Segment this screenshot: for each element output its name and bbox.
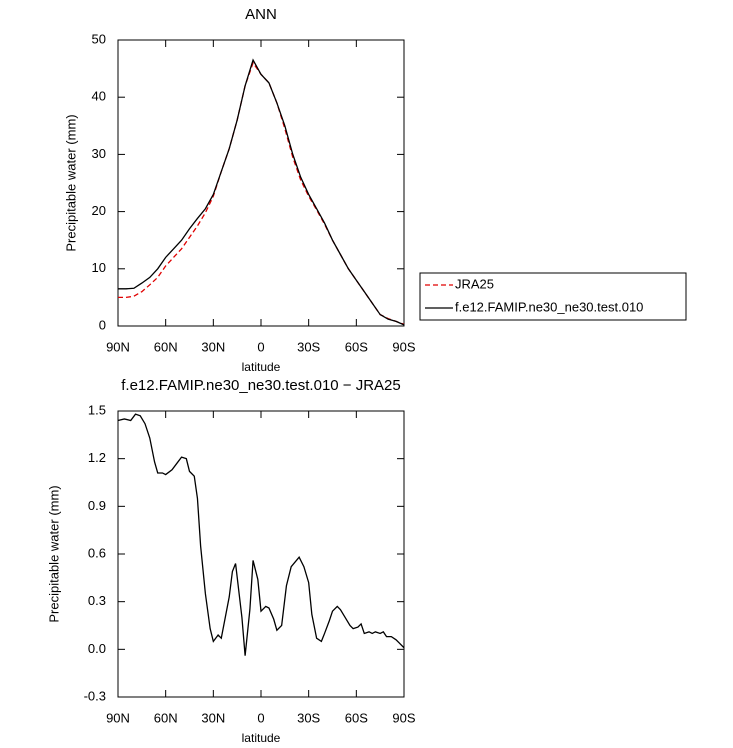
data-line — [118, 61, 405, 325]
y-axis-label: Precipitable water (mm) — [63, 114, 78, 251]
chart-title: f.e12.FAMIP.ne30_ne30.test.010 − JRA25 — [121, 377, 401, 394]
x-tick-label: 30S — [297, 710, 320, 725]
y-tick-label: 1.2 — [88, 450, 106, 465]
y-tick-label: 0.0 — [88, 641, 106, 656]
data-line — [118, 58, 405, 326]
x-tick-label: 60N — [154, 710, 178, 725]
y-tick-label: 30 — [92, 146, 106, 161]
legend-label: f.e12.FAMIP.ne30_ne30.test.010 — [455, 299, 643, 314]
chart-title: ANN — [245, 6, 277, 23]
y-tick-label: 0.9 — [88, 498, 106, 513]
y-tick-label: 0.3 — [88, 593, 106, 608]
data-line — [117, 413, 405, 656]
x-tick-label: 60N — [154, 339, 178, 354]
legend-label: JRA25 — [455, 276, 494, 291]
x-tick-label: 0 — [257, 710, 264, 725]
x-tick-label: 90S — [392, 710, 415, 725]
y-tick-label: 20 — [92, 203, 106, 218]
x-tick-label: 30N — [201, 710, 225, 725]
x-tick-label: 90S — [392, 339, 415, 354]
y-tick-label: -0.3 — [84, 688, 106, 703]
y-tick-label: 10 — [92, 260, 106, 275]
plot-frame — [117, 410, 405, 698]
legend-box — [419, 272, 687, 321]
y-tick-label: 40 — [92, 89, 106, 104]
y-tick-label: 1.5 — [88, 402, 106, 417]
x-tick-label: 30S — [297, 339, 320, 354]
x-tick-label: 60S — [345, 710, 368, 725]
x-tick-label: 0 — [257, 339, 264, 354]
x-tick-label: 30N — [201, 339, 225, 354]
plot-frame — [117, 39, 405, 327]
y-tick-label: 50 — [92, 31, 106, 46]
y-axis-label: Precipitable water (mm) — [46, 485, 61, 622]
x-tick-label: 90N — [106, 710, 130, 725]
x-tick-label: 60S — [345, 339, 368, 354]
y-tick-label: 0 — [99, 317, 106, 332]
x-tick-label: 90N — [106, 339, 130, 354]
y-tick-label: 0.6 — [88, 545, 106, 560]
x-axis-label: latitude — [242, 731, 281, 745]
x-axis-label: latitude — [242, 360, 281, 374]
